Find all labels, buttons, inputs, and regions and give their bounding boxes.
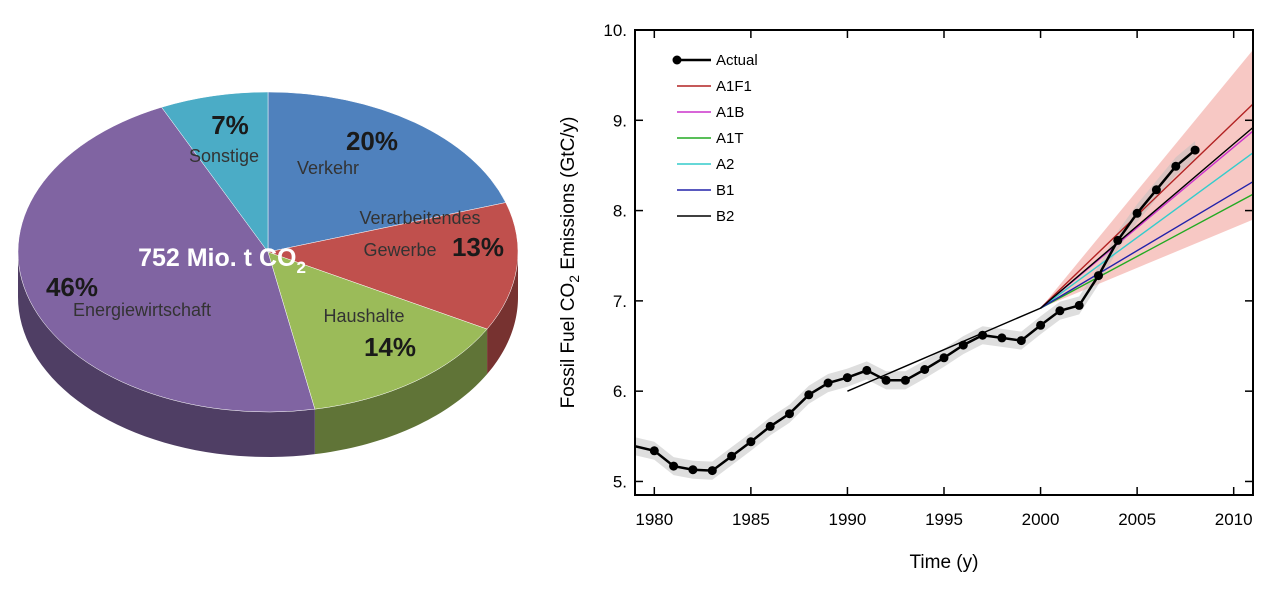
pie-side-walls [18, 252, 518, 457]
pie-side-energiewirtschaft [18, 252, 315, 457]
series-line-a1t [1040, 193, 1254, 309]
plot-area [634, 49, 1254, 480]
series-line-a2 [1040, 152, 1254, 309]
actual-data-point [1132, 208, 1142, 218]
slice-percent-label: 13% [452, 232, 504, 262]
pie-chart: 20%Verkehr 13% Verarbeitendes Gewerbe 14% Hau… [17, 91, 519, 457]
series-line-b2 [847, 126, 1254, 392]
pie-slice-verkehr [267, 91, 507, 253]
pie-slice-sonstige [161, 91, 269, 253]
actual-data-point [823, 378, 833, 388]
x-tick-label: 2005 [1118, 510, 1156, 529]
pie-total-subscript: 2 [296, 258, 305, 277]
slice-name-label: Haushalte [323, 306, 404, 326]
legend-label: Actual [716, 52, 758, 69]
slice-percent-label: 46% [46, 272, 98, 302]
actual-data-point [1016, 336, 1026, 346]
pie-chart-panel: 20% Verkehr 13% Verarbeitendes Gewerbe 14% Hau… [0, 0, 540, 590]
pie-slice-verarbeitendes-gewerbe [267, 202, 519, 330]
y-tick-label: 10. [603, 21, 627, 40]
y-axis-title-subscript: 2 [566, 275, 582, 283]
y-tick-label: 9. [613, 111, 627, 130]
plot-frame [634, 29, 1254, 496]
actual-data-point [1036, 320, 1046, 330]
y-tick-label: 7. [613, 292, 627, 311]
actual-data-point [939, 353, 949, 363]
y-tick-label: 6. [613, 382, 627, 401]
actual-data-point [1113, 235, 1123, 245]
legend-label: A1T [716, 130, 744, 147]
legend-marker [672, 55, 682, 65]
actual-data-point [804, 390, 814, 400]
pie-side-verarbeitendes-gewerbe [487, 252, 518, 375]
actual-data-point [842, 373, 852, 383]
y-tick-label: 8. [613, 202, 627, 221]
x-tick-label: 1990 [829, 510, 867, 529]
slice-name-label: Energiewirtschaft [73, 300, 211, 320]
actual-data-point [978, 330, 988, 340]
actual-data-point [1151, 185, 1161, 195]
slice-name-label: Gewerbe [363, 240, 436, 260]
actual-data-point [746, 437, 756, 447]
pie-slice-haushalte [267, 251, 488, 410]
x-axis-title: Time (y) [910, 552, 979, 573]
pie-side-haushalte [314, 329, 488, 455]
legend: Actual A1F1 A1B A1T A2 B1 B2 [672, 52, 758, 225]
legend-label: A1B [716, 104, 744, 121]
actual-data-point [765, 421, 775, 431]
x-tick-label: 2000 [1022, 510, 1060, 529]
pie-slices [17, 91, 519, 413]
actual-data-point [958, 340, 968, 350]
actual-data-point [1190, 145, 1200, 155]
actual-data-point [1171, 161, 1181, 171]
actual-data-point [920, 365, 930, 374]
x-tick-label: 2010 [1215, 510, 1253, 529]
projection-uncertainty-band [1040, 49, 1253, 309]
line-chart: 1980 1985 1990 1995 2000 2005 2010 5. 6. 7. 8. 9. 10… [558, 21, 1254, 573]
series-line-a1f1 [1040, 103, 1254, 309]
slice-name-label: Verarbeitendes [359, 208, 480, 228]
actual-data-point [649, 446, 659, 456]
legend-label: A1F1 [716, 78, 752, 95]
series-line-b1 [1040, 181, 1254, 309]
actual-data-point [862, 365, 872, 375]
legend-label: B1 [716, 182, 734, 199]
actual-data-point [1074, 300, 1084, 310]
actual-data-point [669, 461, 679, 471]
slice-percent-label: 14% [364, 332, 416, 362]
axis-ticks: 1980 1985 1990 1995 2000 2005 2010 5. 6. 7. 8. 9. 10… [603, 21, 1253, 529]
x-tick-label: 1995 [925, 510, 963, 529]
pie-total-text: 752 Mio. t CO [138, 244, 296, 272]
pie-labels: 20%Verkehr 13% Verarbeitendes Gewerbe 14% Hau… [46, 110, 504, 362]
y-axis-title-suffix: Emissions (GtC/y) [558, 117, 579, 275]
actual-data-point [900, 375, 910, 385]
pie-slice-energiewirtschaft [17, 106, 316, 413]
actual-data-point [707, 466, 717, 476]
actual-data-point [1094, 271, 1103, 281]
actual-data-point [997, 333, 1007, 343]
x-tick-label: 1985 [732, 510, 770, 529]
actual-data-point [727, 451, 737, 461]
y-axis-title-main: Fossil Fuel CO [558, 283, 579, 409]
legend-label: B2 [716, 208, 734, 225]
x-tick-label: 1980 [635, 510, 673, 529]
slice-percent-label: 20% [346, 126, 398, 156]
actual-data-point [1055, 306, 1065, 316]
slice-name-label: Verkehr [297, 158, 359, 178]
y-tick-label: 5. [613, 472, 627, 491]
actual-data-point [688, 465, 698, 475]
pie-total-label: 752 Mio. t CO2 [138, 244, 306, 277]
y-axis-title: Fossil Fuel CO2 Emissions (GtC/y) [558, 117, 582, 409]
actual-data-point [785, 409, 794, 419]
legend-label: A2 [716, 156, 734, 173]
line-chart-panel: 1980 1985 1990 1995 2000 2005 2010 5. 6. 7. 8. 9. 10… [540, 0, 1283, 590]
actual-data-point [881, 375, 891, 385]
slice-name-label: Sonstige [189, 146, 259, 166]
slice-percent-label: 7% [211, 110, 249, 140]
